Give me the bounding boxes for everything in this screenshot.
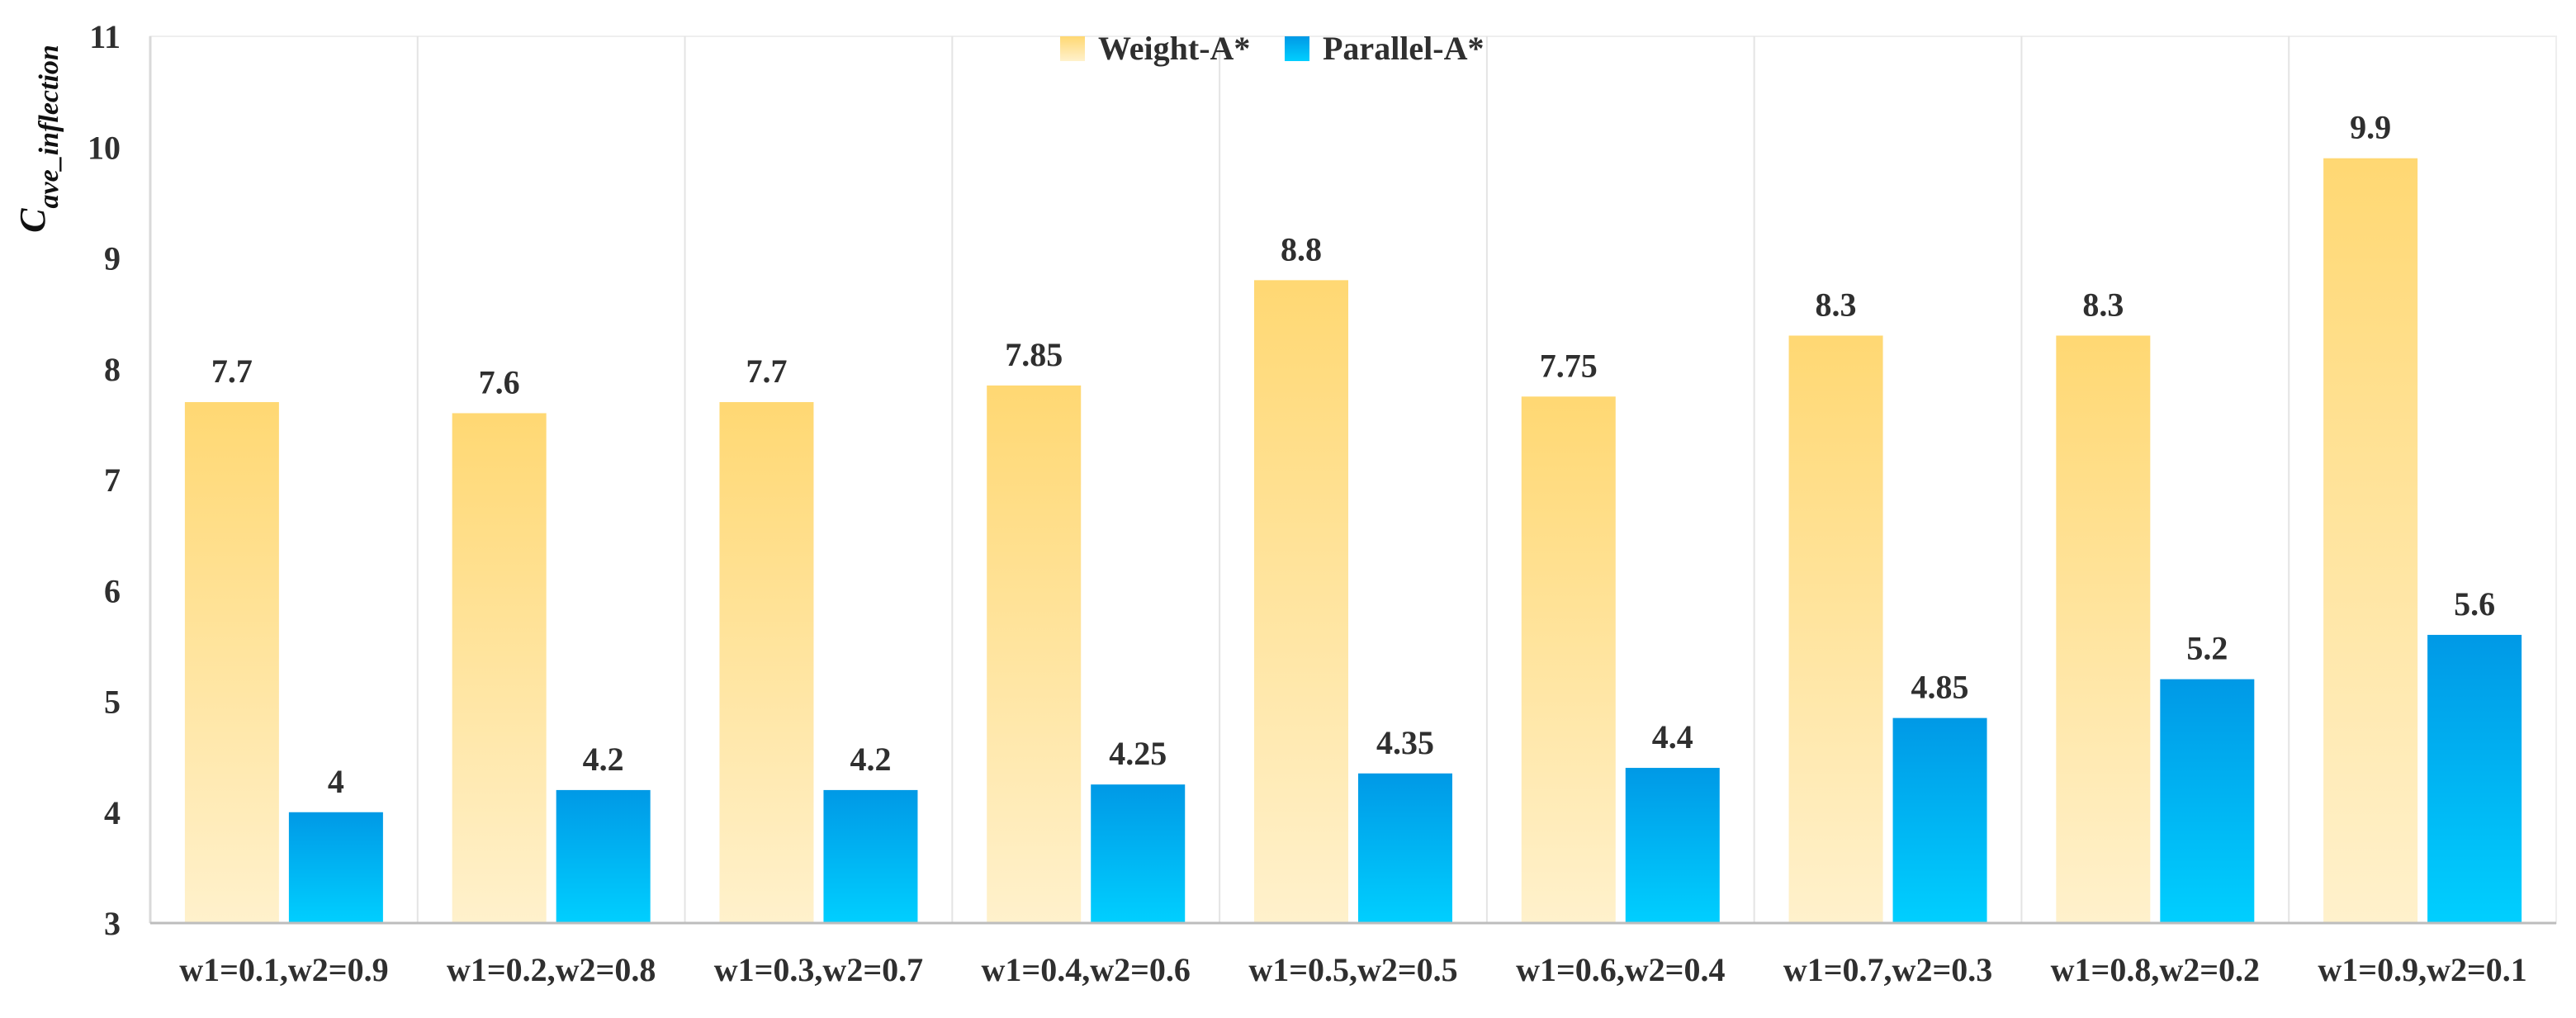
weight-a-star-data-label: 7.7 (746, 353, 787, 390)
y-tick-label: 5 (104, 684, 121, 721)
weight-a-star-data-label: 8.3 (2082, 286, 2124, 323)
x-tick-label: w1=0.4,w2=0.6 (982, 951, 1191, 988)
parallel-a-star-bar (556, 789, 651, 923)
y-tick-label: 7 (104, 462, 121, 499)
y-tick-label: 3 (104, 905, 121, 942)
weight-a-star-bar (987, 385, 1082, 923)
y-axis-title: Cave_inflection (12, 45, 64, 233)
legend-label-weight-a-star: Weight-A* (1098, 30, 1250, 67)
x-tick-label: w1=0.2,w2=0.8 (447, 951, 656, 988)
legend-swatch-weight-a-star (1060, 36, 1085, 61)
parallel-a-star-bar (1892, 717, 1987, 923)
weight-a-star-data-label: 8.8 (1281, 230, 1322, 268)
y-tick-label: 4 (104, 794, 121, 831)
legend-swatch-parallel-a-star (1285, 36, 1309, 61)
weight-a-star-bar (1788, 335, 1883, 924)
parallel-a-star-data-label: 4.4 (1652, 718, 1693, 755)
weight-a-star-data-label: 8.3 (1816, 286, 1857, 323)
parallel-a-star-data-label: 4.2 (850, 741, 891, 778)
x-tick-label: w1=0.8,w2=0.2 (2051, 951, 2260, 988)
parallel-a-star-data-label: 5.2 (2186, 630, 2228, 667)
weight-a-star-bar (719, 402, 814, 923)
parallel-a-star-data-label: 5.6 (2454, 585, 2495, 623)
y-tick-label: 6 (104, 572, 121, 609)
parallel-a-star-data-label: 4.35 (1376, 724, 1434, 761)
bars-layer (184, 158, 2522, 924)
data-labels-layer: 7.7 4 7.6 4.2 7.7 4.2 7.85 4.25 8.8 4.35 7.75 4.4 8.… (211, 109, 2495, 800)
plot-area (149, 36, 2557, 924)
x-tick-label: w1=0.7,w2=0.3 (1783, 951, 1992, 988)
parallel-a-star-data-label: 4.25 (1109, 735, 1167, 772)
parallel-a-star-bar (1091, 784, 1186, 923)
parallel-a-star-data-label: 4 (328, 763, 344, 800)
parallel-a-star-bar (1625, 768, 1720, 923)
parallel-a-star-bar (823, 789, 918, 923)
weight-a-star-data-label: 7.6 (479, 363, 520, 400)
svg-text:Cave_inflection: Cave_inflection (12, 45, 64, 233)
x-tick-label: w1=0.3,w2=0.7 (714, 951, 923, 988)
weight-a-star-data-label: 7.75 (1540, 347, 1598, 384)
weight-a-star-bar (1254, 280, 1348, 924)
parallel-a-star-bar (288, 812, 383, 923)
y-axis: 3 4 5 6 7 8 9 10 11 (88, 18, 152, 942)
grid-lines (416, 36, 2290, 923)
y-tick-label: 9 (104, 240, 121, 277)
y-tick-label: 8 (104, 351, 121, 388)
legend-label-parallel-a-star: Parallel-A* (1323, 30, 1485, 67)
weight-a-star-bar (2323, 158, 2418, 924)
weight-a-star-data-label: 9.9 (2350, 109, 2391, 146)
weight-a-star-data-label: 7.85 (1005, 336, 1063, 373)
x-tick-label: w1=0.5,w2=0.5 (1248, 951, 1457, 988)
legend: Weight-A* Parallel-A* (1060, 30, 1485, 67)
x-tick-label: w1=0.1,w2=0.9 (179, 951, 388, 988)
y-tick-label: 10 (88, 129, 121, 166)
x-axis: w1=0.1,w2=0.9 w1=0.2,w2=0.8 w1=0.3,w2=0.7 w… (150, 921, 2556, 988)
weight-a-star-bar (2056, 335, 2151, 924)
weight-a-star-bar (452, 413, 547, 923)
weight-a-star-bar (1521, 396, 1616, 923)
weight-a-star-data-label: 7.7 (211, 353, 253, 390)
parallel-a-star-data-label: 4.85 (1911, 669, 1969, 706)
weight-a-star-bar (184, 402, 279, 923)
x-tick-label: w1=0.6,w2=0.4 (1516, 951, 1725, 988)
parallel-a-star-bar (1358, 773, 1452, 923)
parallel-a-star-data-label: 4.2 (583, 741, 624, 778)
y-axis-title-subscript: ave_inflection (34, 45, 64, 208)
parallel-a-star-bar (2427, 634, 2522, 923)
plot-background (149, 36, 2557, 924)
x-tick-label: w1=0.9,w2=0.1 (2318, 951, 2526, 988)
parallel-a-star-bar (2160, 679, 2255, 923)
y-axis-title-main: C (12, 208, 53, 233)
y-tick-label: 11 (89, 18, 121, 55)
